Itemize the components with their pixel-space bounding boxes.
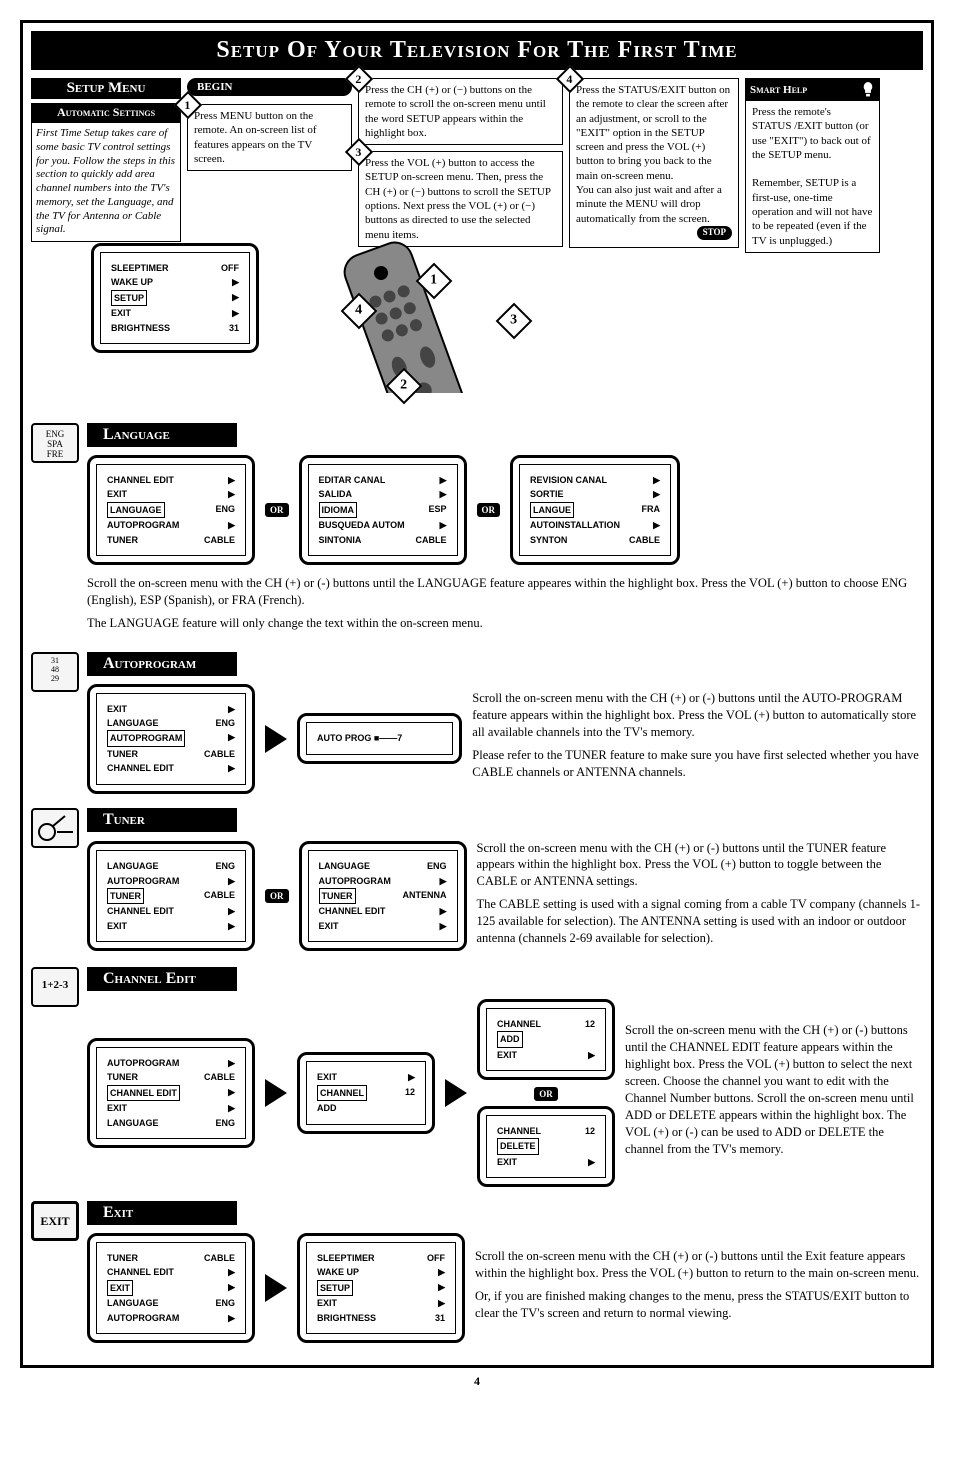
osd-ce-3a: CHANNEL12ADDEXIT▶ [486, 1008, 606, 1071]
or-badge-4: OR [534, 1087, 558, 1101]
bulb-icon [861, 81, 875, 99]
osd-auto-2: AUTO PROG ■——7 [306, 722, 453, 754]
autoprogram-desc-1: Scroll the on-screen menu with the CH (+… [472, 690, 923, 741]
autoprogram-icon: 314829 [31, 652, 79, 692]
smart-help-title-text: Smart Help [750, 83, 807, 97]
language-icon: ENGSPAFRE [31, 423, 79, 463]
tuner-icon [31, 808, 79, 848]
arrow-icon-1 [265, 725, 287, 753]
smart-help: Smart Help Press the remote's STATUS /EX… [745, 78, 880, 253]
smart-help-title: Smart Help [746, 79, 879, 101]
arrow-icon-3 [445, 1079, 467, 1107]
step-1-text: Press MENU button on the remote. An on-s… [194, 110, 317, 165]
osd-main-wrap: SLEEPTIMEROFFWAKE UP▶SETUP▶EXIT▶BRIGHTNE… [91, 243, 259, 353]
exit-section: EXIT Exit TUNERCABLECHANNEL EDIT▶EXIT▶LA… [31, 1201, 923, 1343]
autoprogram-desc: Scroll the on-screen menu with the CH (+… [472, 690, 923, 786]
language-desc-1: Scroll the on-screen menu with the CH (+… [87, 575, 923, 609]
osd-exit-2-wrap: SLEEPTIMEROFFWAKE UP▶SETUP▶EXIT▶BRIGHTNE… [297, 1233, 465, 1343]
remote-illustration [301, 223, 561, 393]
channel-edit-section: 1+2-3 Channel Edit AUTOPROGRAM▶TUNERCABL… [31, 967, 923, 1187]
step-1: 1 Press MENU button on the remote. An on… [187, 104, 352, 171]
channel-edit-title: Channel Edit [87, 967, 237, 991]
exit-desc: Scroll the on-screen menu with the CH (+… [475, 1248, 923, 1328]
step-col-4: 4 Press the STATUS/EXIT button on the re… [569, 78, 739, 248]
osd-main: SLEEPTIMEROFFWAKE UP▶SETUP▶EXIT▶BRIGHTNE… [100, 252, 250, 344]
osd-ce-1-wrap: AUTOPROGRAM▶TUNERCABLECHANNEL EDIT▶EXIT▶… [87, 1038, 255, 1148]
channel-edit-desc: Scroll the on-screen menu with the CH (+… [625, 1022, 923, 1163]
page-number: 4 [20, 1374, 934, 1389]
osd-tuner-2-wrap: LANGUAGEENGAUTOPROGRAM▶TUNERANTENNACHANN… [299, 841, 467, 951]
tuner-desc: Scroll the on-screen menu with the CH (+… [477, 840, 924, 953]
channel-edit-icon: 1+2-3 [31, 967, 79, 1007]
exit-desc-2: Or, if you are finished making changes t… [475, 1288, 923, 1322]
step-4-text: Press the STATUS/EXIT button on the remo… [576, 84, 730, 225]
exit-desc-1: Scroll the on-screen menu with the CH (+… [475, 1248, 923, 1282]
autoprogram-title: Autoprogram [87, 652, 237, 676]
remote-area: SLEEPTIMEROFFWAKE UP▶SETUP▶EXIT▶BRIGHTNE… [91, 263, 954, 413]
osd-lang-es-wrap: EDITAR CANAL▶SALIDA▶IDIOMAESPBUSQUEDA AU… [299, 455, 467, 565]
osd-exit-1: TUNERCABLECHANNEL EDIT▶EXIT▶LANGUAGEENGA… [96, 1242, 246, 1334]
osd-ce-3-stack: CHANNEL12ADDEXIT▶ OR CHANNEL12DELETEEXIT… [477, 999, 615, 1187]
or-badge-1: OR [265, 503, 289, 517]
exit-title: Exit [87, 1201, 237, 1225]
exit-icon: EXIT [31, 1201, 79, 1241]
step-2: 2 Press the CH (+) or (−) buttons on the… [358, 78, 563, 145]
or-badge-2: OR [477, 503, 501, 517]
step-col-2-3: 2 Press the CH (+) or (−) buttons on the… [358, 78, 563, 247]
osd-tuner-1-wrap: LANGUAGEENGAUTOPROGRAM▶TUNERCABLECHANNEL… [87, 841, 255, 951]
smart-help-body: Press the remote's STATUS /EXIT button (… [746, 101, 879, 252]
osd-tuner-2: LANGUAGEENGAUTOPROGRAM▶TUNERANTENNACHANN… [308, 850, 458, 942]
setup-menu-label: Setup Menu [31, 78, 181, 99]
step-col-1-3: BEGIN 1 Press MENU button on the remote.… [187, 78, 352, 171]
osd-lang-en: CHANNEL EDIT▶EXIT▶LANGUAGEENGAUTOPROGRAM… [96, 464, 246, 556]
language-desc: Scroll the on-screen menu with the CH (+… [87, 575, 923, 638]
stop-pill: STOP [697, 226, 732, 240]
page-title: Setup Of Your Television For The First T… [31, 31, 923, 70]
arrow-icon-2 [265, 1079, 287, 1107]
osd-exit-2: SLEEPTIMEROFFWAKE UP▶SETUP▶EXIT▶BRIGHTNE… [306, 1242, 456, 1334]
osd-tuner-1: LANGUAGEENGAUTOPROGRAM▶TUNERCABLECHANNEL… [96, 850, 246, 942]
step-2-text: Press the CH (+) or (−) buttons on the r… [365, 84, 546, 139]
tuner-section: Tuner LANGUAGEENGAUTOPROGRAM▶TUNERCABLEC… [31, 808, 923, 953]
osd-lang-en-wrap: CHANNEL EDIT▶EXIT▶LANGUAGEENGAUTOPROGRAM… [87, 455, 255, 565]
auto-settings-body: First Time Setup takes care of some basi… [31, 122, 181, 242]
language-desc-2: The LANGUAGE feature will only change th… [87, 615, 923, 632]
tuner-desc-2: The CABLE setting is used with a signal … [477, 896, 924, 947]
osd-ce-3a-wrap: CHANNEL12ADDEXIT▶ [477, 999, 615, 1080]
osd-ce-3b: CHANNEL12DELETEEXIT▶ [486, 1115, 606, 1178]
osd-auto-1-wrap: EXIT▶LANGUAGEENGAUTOPROGRAM▶TUNERCABLECH… [87, 684, 255, 794]
autoprogram-desc-2: Please refer to the TUNER feature to mak… [472, 747, 923, 781]
page-frame: Setup Of Your Television For The First T… [20, 20, 934, 1368]
language-section: ENGSPAFRE Language CHANNEL EDIT▶EXIT▶LAN… [31, 423, 923, 638]
osd-auto-2-wrap: AUTO PROG ■——7 [297, 713, 462, 763]
begin-pill: BEGIN [187, 78, 352, 96]
osd-ce-1: AUTOPROGRAM▶TUNERCABLECHANNEL EDIT▶EXIT▶… [96, 1047, 246, 1139]
osd-auto-1: EXIT▶LANGUAGEENGAUTOPROGRAM▶TUNERCABLECH… [96, 693, 246, 785]
tuner-title: Tuner [87, 808, 237, 832]
osd-ce-2: EXIT▶CHANNEL12ADD [306, 1061, 426, 1124]
channel-edit-desc-1: Scroll the on-screen menu with the CH (+… [625, 1022, 923, 1157]
auto-settings-title: Automatic Settings [31, 103, 181, 122]
step-4: 4 Press the STATUS/EXIT button on the re… [569, 78, 739, 248]
osd-exit-1-wrap: TUNERCABLECHANNEL EDIT▶EXIT▶LANGUAGEENGA… [87, 1233, 255, 1343]
tuner-desc-1: Scroll the on-screen menu with the CH (+… [477, 840, 924, 891]
arrow-icon-4 [265, 1274, 287, 1302]
osd-lang-fr: REVISION CANAL▶SORTIE▶LANGUEFRAAUTOINSTA… [519, 464, 671, 556]
language-title: Language [87, 423, 237, 447]
autoprogram-section: 314829 Autoprogram EXIT▶LANGUAGEENGAUTOP… [31, 652, 923, 794]
osd-ce-2-wrap: EXIT▶CHANNEL12ADD [297, 1052, 435, 1133]
osd-ce-3b-wrap: CHANNEL12DELETEEXIT▶ [477, 1106, 615, 1187]
or-badge-3: OR [265, 889, 289, 903]
setup-menu-block: Setup Menu Automatic Settings First Time… [31, 78, 181, 242]
osd-lang-es: EDITAR CANAL▶SALIDA▶IDIOMAESPBUSQUEDA AU… [308, 464, 458, 556]
osd-lang-fr-wrap: REVISION CANAL▶SORTIE▶LANGUEFRAAUTOINSTA… [510, 455, 680, 565]
